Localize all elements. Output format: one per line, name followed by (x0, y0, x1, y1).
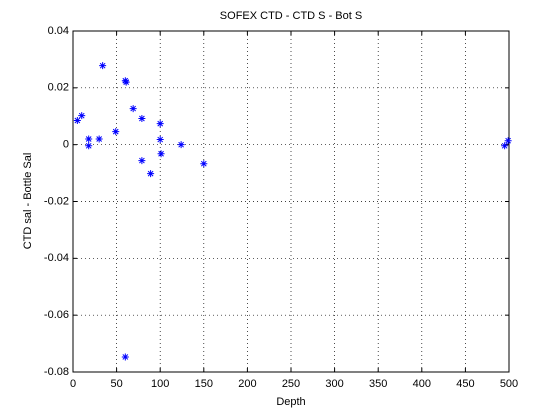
data-point (73, 117, 81, 125)
y-axis-label: CTD sal - Bottle Sal (22, 153, 34, 250)
y-tick-label: 0 (63, 139, 69, 151)
y-tick-label: 0.02 (48, 82, 69, 94)
data-point (156, 136, 164, 144)
data-point (121, 353, 129, 361)
x-tick-label: 50 (110, 378, 122, 390)
plot-area (73, 31, 509, 372)
y-tick-label: -0.08 (44, 366, 69, 378)
x-tick-label: 300 (325, 378, 343, 390)
x-axis-label: Depth (276, 396, 305, 408)
x-tick-label: 250 (282, 378, 300, 390)
data-point (501, 142, 509, 150)
data-point (138, 157, 146, 165)
x-tick-label: 150 (195, 378, 213, 390)
x-tick-label: 100 (151, 378, 169, 390)
data-point (85, 142, 93, 150)
data-point (99, 62, 107, 70)
axes-box (72, 30, 510, 373)
data-point (112, 128, 120, 136)
x-tick-label: 500 (500, 378, 518, 390)
data-point (147, 170, 155, 178)
data-point (138, 115, 146, 123)
data-point (200, 160, 208, 168)
x-tick-label: 350 (369, 378, 387, 390)
data-point (504, 137, 512, 145)
x-tick-label: 450 (456, 378, 474, 390)
y-tick-label: 0.04 (48, 25, 69, 37)
x-tick-label: 0 (70, 378, 76, 390)
data-point (129, 105, 137, 113)
y-tick-label: -0.02 (44, 195, 69, 207)
chart-title: SOFEX CTD - CTD S - Bot S (220, 10, 362, 22)
data-point (95, 135, 103, 143)
data-point (122, 78, 130, 86)
x-tick-label: 400 (413, 378, 431, 390)
y-tick-label: -0.06 (44, 309, 69, 321)
data-point (156, 120, 164, 128)
data-point (157, 150, 165, 158)
data-point (78, 112, 86, 120)
x-tick-label: 200 (238, 378, 256, 390)
y-tick-label: -0.04 (44, 252, 69, 264)
data-point (85, 135, 93, 143)
data-point (177, 141, 185, 149)
